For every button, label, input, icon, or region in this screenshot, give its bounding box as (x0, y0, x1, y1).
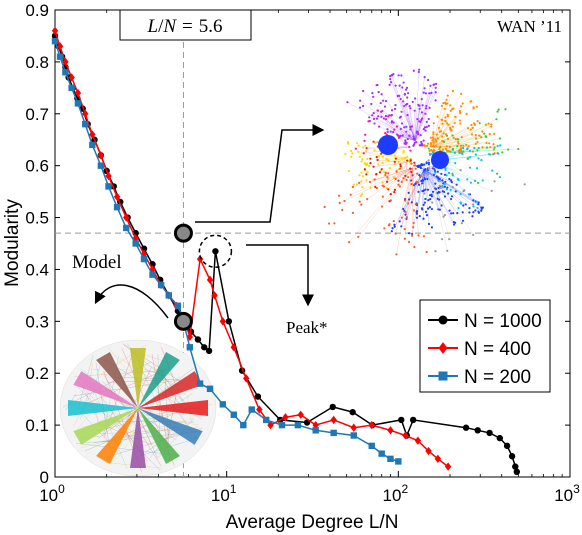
y-tick-label: 0.8 (25, 53, 49, 72)
data-point (197, 380, 203, 386)
data-point (206, 348, 212, 354)
data-point (149, 271, 155, 277)
x-tick-label: 102 (383, 482, 409, 505)
model-label: Model (72, 252, 122, 273)
y-tick-label: 0.4 (25, 260, 49, 279)
data-point (141, 256, 147, 262)
data-point (378, 450, 384, 456)
data-point (75, 100, 81, 106)
data-point (62, 69, 68, 75)
data-point (195, 336, 201, 342)
legend-marker (439, 316, 448, 325)
vline-label-box: L/N = 5.6 (120, 10, 251, 40)
highlight-point-model (175, 313, 191, 329)
data-point (52, 38, 58, 44)
data-point (57, 54, 63, 60)
data-point (207, 386, 213, 392)
data-point (220, 401, 226, 407)
data-point (114, 204, 120, 210)
data-point (349, 409, 355, 415)
data-point (175, 303, 181, 309)
x-tick-label: 103 (554, 482, 580, 505)
data-point (231, 412, 237, 418)
vline-label-eq: = (182, 16, 193, 37)
y-tick-label: 0.6 (25, 157, 49, 176)
data-point (158, 282, 164, 288)
x-tick-label: 100 (39, 482, 65, 505)
data-point (123, 225, 129, 231)
y-tick-label: 0.7 (25, 105, 49, 124)
network-label: WAN ’11 (497, 17, 562, 36)
vline-label-value: 5.6 (199, 16, 223, 37)
data-point (475, 427, 481, 433)
vline-label-denom: N (162, 16, 177, 37)
legend-label: N = 1000 (464, 311, 542, 332)
data-point (330, 430, 336, 436)
data-point (497, 435, 503, 441)
data-point (226, 318, 232, 324)
data-point (463, 425, 469, 431)
data-point (486, 430, 492, 436)
data-point (279, 422, 285, 428)
data-point (514, 469, 520, 475)
data-point (387, 456, 393, 462)
data-point (330, 404, 336, 410)
data-point (369, 443, 375, 449)
data-point (312, 427, 318, 433)
y-tick-label: 0.1 (25, 416, 49, 435)
y-axis-label: Modularity (2, 199, 23, 287)
data-point (351, 432, 357, 438)
data-point (263, 417, 269, 423)
data-point (105, 183, 111, 189)
data-point (89, 142, 95, 148)
data-point (212, 248, 218, 254)
highlight-point-wan (175, 225, 191, 241)
data-point (240, 422, 246, 428)
y-tick-label: 0.5 (25, 209, 49, 228)
data-point (410, 417, 416, 423)
data-point (395, 458, 401, 464)
vline-label: L/N = 5.6 (146, 16, 222, 37)
y-tick-label: 0.2 (25, 364, 49, 383)
peak-label: Peak* (286, 318, 328, 337)
legend: N = 1000 N = 400 N = 200 (420, 300, 550, 392)
legend-marker (439, 372, 448, 381)
data-point (132, 240, 138, 246)
y-tick-label: 0 (40, 468, 49, 487)
model-network-inset (60, 340, 216, 476)
data-point (187, 344, 193, 350)
data-point (398, 417, 404, 423)
data-point (82, 121, 88, 127)
data-point (166, 292, 172, 298)
vline-label-var: L (146, 16, 158, 37)
data-point (295, 422, 301, 428)
legend-label: N = 200 (464, 367, 531, 388)
data-point (255, 393, 261, 399)
data-point (509, 453, 515, 459)
data-point (98, 162, 104, 168)
data-point (504, 443, 510, 449)
x-axis-label: Average Degree L/N (226, 512, 399, 533)
legend-label: N = 400 (464, 339, 531, 360)
y-tick-label: 0.9 (25, 1, 49, 20)
data-point (249, 406, 255, 412)
data-point (68, 85, 74, 91)
x-tick-label: 101 (211, 482, 237, 505)
y-tick-label: 0.3 (25, 312, 49, 331)
